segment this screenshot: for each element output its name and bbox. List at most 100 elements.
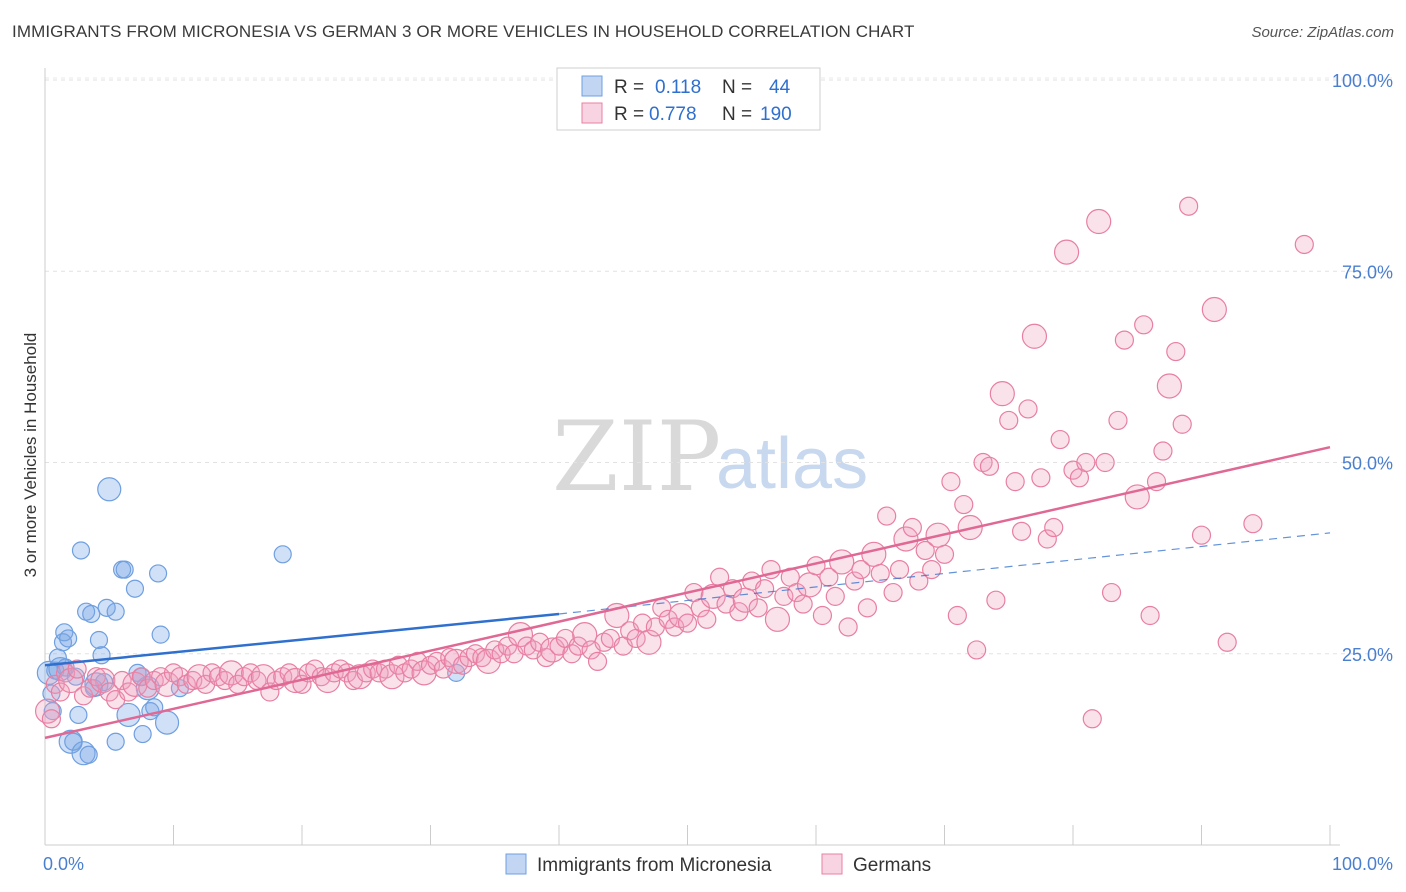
legend-r-label-pink: R = [614, 104, 644, 125]
data-point [774, 586, 794, 606]
data-point [1101, 582, 1122, 603]
data-point [697, 609, 717, 629]
y-tick-label: 50.0% [1342, 454, 1393, 474]
data-point [58, 667, 84, 694]
data-point [562, 644, 582, 664]
series-germans-points [34, 196, 1314, 729]
tick-labels: 25.0% 50.0% 75.0% 100.0% 0.0% 100.0% [43, 71, 1393, 874]
data-point [273, 545, 292, 564]
data-point [812, 605, 833, 626]
bottom-legend: Immigrants from Micronesia Germans [505, 853, 931, 876]
data-point [89, 630, 109, 650]
data-point [1172, 414, 1192, 434]
data-point [80, 678, 100, 698]
data-point [388, 655, 408, 675]
data-point [133, 724, 152, 744]
source-label: Source: ZipAtlas.com [1251, 24, 1394, 41]
data-point [796, 572, 823, 598]
data-point [148, 564, 168, 583]
data-point [825, 586, 845, 606]
data-point [183, 670, 203, 691]
data-point [443, 648, 469, 675]
data-point [151, 625, 170, 644]
legend-n-value-blue: 44 [769, 77, 791, 98]
legend-r-value-pink: 0.778 [649, 104, 697, 125]
data-point [1021, 323, 1048, 349]
data-point [1095, 452, 1115, 473]
data-point [99, 682, 119, 702]
trend-line-micronesia [44, 612, 560, 667]
data-point [967, 640, 987, 660]
data-point [218, 660, 244, 686]
legend-r-label-blue: R = [614, 77, 644, 98]
data-point [59, 629, 78, 648]
data-point [838, 617, 858, 637]
data-point [947, 605, 967, 626]
data-point [754, 579, 775, 599]
data-point [69, 705, 88, 725]
data-point [1166, 341, 1186, 362]
data-point [73, 686, 94, 706]
data-point [1005, 472, 1025, 492]
data-point [1037, 529, 1057, 549]
data-point [97, 598, 116, 617]
series-micronesia-points [36, 477, 466, 766]
y-tick-label: 25.0% [1342, 645, 1393, 665]
data-point [347, 664, 373, 690]
data-point [86, 667, 107, 687]
data-point [427, 651, 447, 672]
chart-title: IMMIGRANTS FROM MICRONESIA VS GERMAN 3 O… [12, 22, 915, 41]
data-point [433, 659, 453, 679]
data-point [764, 606, 791, 632]
data-point [138, 678, 158, 698]
legend-n-value-pink: 190 [760, 104, 792, 125]
data-point [819, 567, 839, 587]
data-point [106, 602, 125, 621]
y-axis-label: 3 or more Vehicles in Household [21, 333, 40, 578]
data-point [1134, 315, 1154, 335]
y-tick-label: 100.0% [1332, 71, 1393, 91]
data-point [170, 667, 190, 687]
data-point [934, 544, 955, 564]
bottom-legend-swatch-blue [505, 853, 527, 875]
data-point [861, 541, 887, 567]
data-point [1140, 605, 1160, 626]
data-point [1050, 429, 1070, 450]
data-point [1294, 234, 1314, 255]
data-point [71, 741, 96, 766]
data-point [677, 613, 698, 633]
data-point [954, 494, 974, 515]
grid-lines [45, 77, 1392, 655]
data-point [1018, 399, 1038, 419]
legend-r-value-blue: 0.118 [655, 77, 701, 98]
data-point [877, 506, 897, 526]
data-point [1179, 196, 1199, 216]
data-point [915, 540, 935, 561]
data-point [1044, 517, 1064, 538]
data-point [97, 477, 122, 502]
data-point [989, 381, 1015, 407]
trend-lines [44, 445, 1331, 740]
data-point [883, 582, 903, 603]
data-point [43, 702, 62, 721]
data-point [79, 745, 98, 764]
x-tick-label: 100.0% [1332, 854, 1393, 874]
data-point [889, 559, 910, 580]
legend-box: R = 0.118 N = 44 R = 0.778 N = 190 [556, 67, 821, 131]
data-point [1086, 208, 1112, 235]
data-point [902, 517, 922, 538]
data-point [793, 594, 813, 614]
data-point [979, 456, 1000, 476]
data-point [154, 671, 180, 697]
data-point [1114, 330, 1135, 350]
data-point [1082, 709, 1102, 729]
legend-n-label-pink: N = [722, 104, 752, 125]
data-point [154, 710, 180, 735]
data-point [870, 563, 890, 584]
data-point [71, 541, 91, 560]
legend-n-label-blue: N = [722, 77, 752, 98]
data-point [1011, 521, 1032, 541]
data-point [851, 559, 871, 580]
x-tick-label: 0.0% [43, 854, 84, 874]
